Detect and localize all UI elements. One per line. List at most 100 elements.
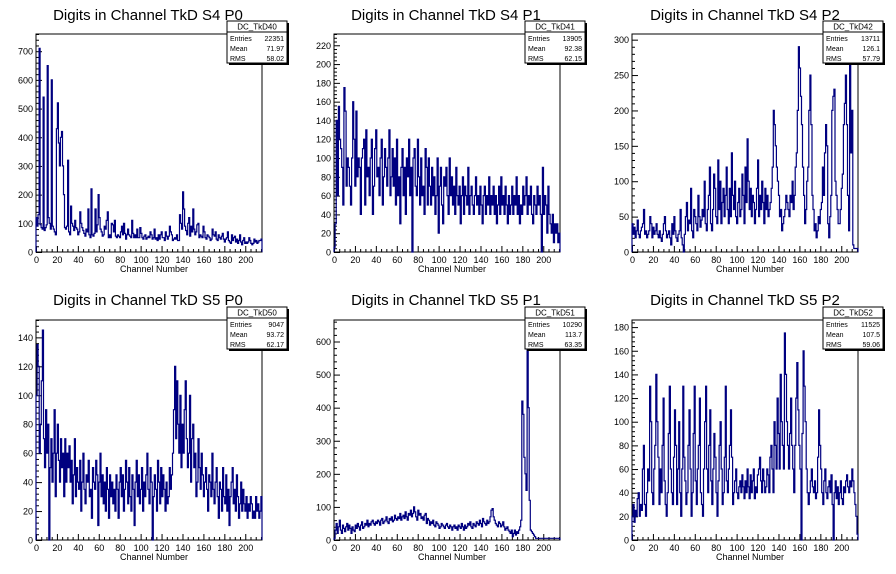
stats-label: Mean <box>826 46 844 53</box>
y-tick-label: 140 <box>18 333 33 343</box>
x-tick-label: 20 <box>350 543 360 553</box>
histogram-series-line <box>333 337 561 540</box>
x-tick-label: 200 <box>536 255 551 265</box>
y-tick-label: 250 <box>614 71 629 81</box>
stats-value: 126.1 <box>862 46 880 53</box>
panel-title: Digits in Channel TkD S4 P2 <box>650 7 840 24</box>
plot-frame <box>35 33 263 253</box>
y-tick-label: 20 <box>23 507 33 517</box>
x-tick-label: 160 <box>494 255 509 265</box>
x-tick-label: 100 <box>730 255 745 265</box>
y-tick-label: 140 <box>316 116 331 126</box>
stats-label: Entries <box>528 36 550 43</box>
x-axis-ticks: 0 20 40 60 80 100 120 140 160 180 200 <box>630 246 858 265</box>
y-tick-label: 300 <box>614 35 629 45</box>
y-tick-label: 80 <box>619 441 629 451</box>
histogram-series-line <box>35 47 263 252</box>
stats-box: DC_TkD50 Entries 9047 Mean 93.72 RMS 62.17 <box>226 306 289 351</box>
stats-value: 22351 <box>265 36 285 43</box>
y-tick-label: 180 <box>614 323 629 333</box>
x-tick-label: 40 <box>371 543 381 553</box>
x-tick-label: 20 <box>350 255 360 265</box>
stats-value: 13711 <box>861 36 880 43</box>
panel-title: Digits in Channel TkD S5 P0 <box>53 292 243 309</box>
x-tick-label: 160 <box>792 255 807 265</box>
y-tick-label: 60 <box>23 449 33 459</box>
stats-box-frame <box>226 306 288 350</box>
x-tick-label: 60 <box>690 255 700 265</box>
x-tick-label: 180 <box>813 255 828 265</box>
x-tick-label: 60 <box>690 543 700 553</box>
stats-value: 107.5 <box>862 332 880 339</box>
stats-box-frame <box>524 306 586 350</box>
plot-frame <box>631 319 859 541</box>
y-tick-label: 40 <box>321 210 331 220</box>
x-tick-label: 120 <box>453 255 468 265</box>
y-tick-label: 40 <box>619 488 629 498</box>
x-axis-label: Channel Number <box>120 264 188 274</box>
x-tick-label: 140 <box>771 255 786 265</box>
panel-title: Digits in Channel TkD S4 P1 <box>351 7 541 24</box>
y-tick-label: 400 <box>316 403 331 413</box>
stats-value: 71.97 <box>266 46 284 53</box>
x-tick-label: 120 <box>453 543 468 553</box>
plot-frame <box>333 319 561 541</box>
stats-value: 13905 <box>563 36 583 43</box>
stats-label: Mean <box>528 46 546 53</box>
x-tick-label: 40 <box>669 255 679 265</box>
y-tick-label: 160 <box>614 346 629 356</box>
stats-value: 93.72 <box>266 332 284 339</box>
stats-box-name: DC_TkD51 <box>535 309 575 318</box>
x-tick-label: 180 <box>217 543 232 553</box>
stats-label: RMS <box>826 56 842 63</box>
stats-box: DC_TkD40 Entries 22351 Mean 71.97 RMS 58.02 <box>226 20 289 65</box>
stats-label: Entries <box>230 36 252 43</box>
x-tick-label: 60 <box>94 543 104 553</box>
stats-label: Mean <box>230 46 248 53</box>
y-tick-label: 220 <box>316 41 331 51</box>
stats-label: RMS <box>528 56 544 63</box>
x-tick-label: 40 <box>73 543 83 553</box>
x-tick-label: 180 <box>217 255 232 265</box>
plot-frame <box>333 33 561 253</box>
x-tick-label: 0 <box>332 255 337 265</box>
x-tick-label: 160 <box>792 543 807 553</box>
x-axis-ticks: 0 20 40 60 80 100 120 140 160 180 200 <box>630 534 858 553</box>
x-tick-label: 0 <box>630 543 635 553</box>
y-tick-label: 200 <box>316 469 331 479</box>
y-tick-label: 0 <box>326 248 331 258</box>
x-tick-label: 120 <box>751 255 766 265</box>
stats-value: 62.17 <box>266 342 284 349</box>
x-tick-label: 60 <box>392 255 402 265</box>
x-tick-label: 140 <box>473 543 488 553</box>
x-tick-label: 40 <box>73 255 83 265</box>
stats-label: Entries <box>826 322 848 329</box>
y-tick-label: 300 <box>316 436 331 446</box>
stats-value: 63.35 <box>564 342 582 349</box>
y-axis-ticks: 50 100 150 200 250 300 0 <box>614 35 638 258</box>
x-tick-label: 80 <box>413 255 423 265</box>
stats-label: Entries <box>826 36 848 43</box>
histogram-series-line <box>631 46 859 253</box>
stats-box-name: DC_TkD50 <box>237 309 277 318</box>
stats-box-name: DC_TkD42 <box>833 23 873 32</box>
stats-box: DC_TkD52 Entries 11525 Mean 107.5 RMS 59.06 <box>822 306 885 351</box>
x-tick-label: 160 <box>196 255 211 265</box>
y-tick-label: 100 <box>18 219 33 229</box>
stats-label: Mean <box>826 332 844 339</box>
y-tick-label: 80 <box>23 420 33 430</box>
x-tick-label: 160 <box>494 543 509 553</box>
x-tick-label: 20 <box>648 543 658 553</box>
histogram-panel-0: Digits in Channel TkD S4 P00 20 40 60 80 100 1… <box>18 7 289 274</box>
stats-label: RMS <box>528 342 544 349</box>
x-tick-label: 60 <box>94 255 104 265</box>
histogram-series-line <box>35 329 263 541</box>
x-tick-label: 0 <box>34 255 39 265</box>
panel-title: Digits in Channel TkD S5 P1 <box>351 292 541 309</box>
y-tick-label: 120 <box>614 394 629 404</box>
y-tick-label: 500 <box>316 370 331 380</box>
x-tick-label: 200 <box>238 255 253 265</box>
stats-box-name: DC_TkD41 <box>535 23 575 32</box>
x-tick-label: 80 <box>115 255 125 265</box>
x-axis-ticks: 0 20 40 60 80 100 120 140 160 180 200 <box>332 246 560 265</box>
